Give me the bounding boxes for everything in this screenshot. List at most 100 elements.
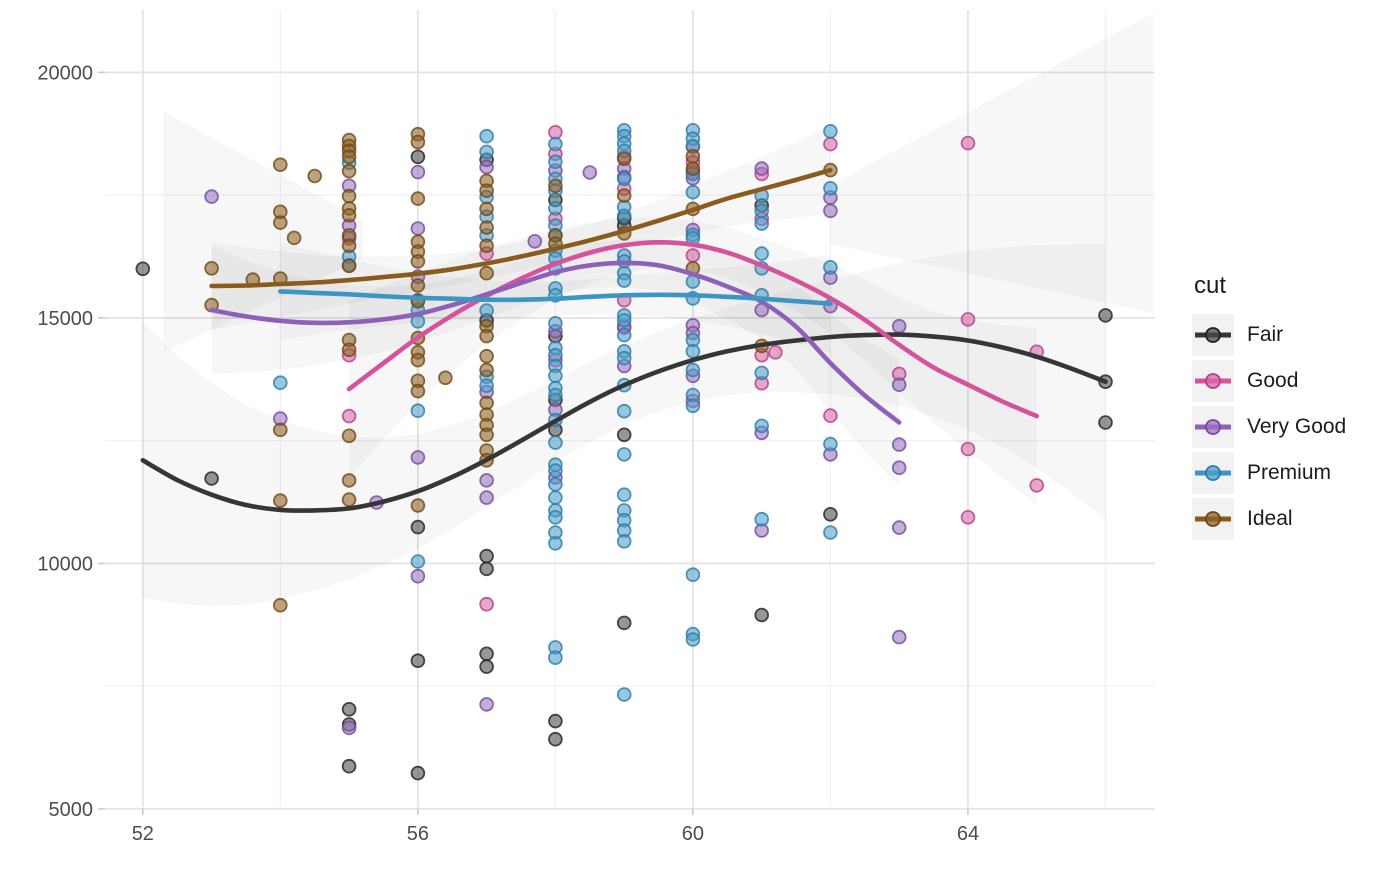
point xyxy=(341,473,357,488)
point xyxy=(548,650,563,665)
point xyxy=(823,124,838,139)
data-points xyxy=(135,123,1113,781)
point xyxy=(410,383,426,399)
smooth-lines xyxy=(140,167,1108,513)
point xyxy=(685,362,701,378)
point xyxy=(548,713,563,729)
point xyxy=(616,208,632,224)
point xyxy=(438,370,453,386)
point xyxy=(823,136,838,152)
point xyxy=(341,701,357,717)
point xyxy=(616,427,632,443)
point xyxy=(754,418,769,434)
legend-key-glyph xyxy=(1195,419,1231,435)
point xyxy=(616,403,632,419)
point xyxy=(616,487,632,503)
point xyxy=(616,151,632,167)
point xyxy=(527,234,543,249)
point xyxy=(823,203,838,219)
legend-entry-label: Ideal xyxy=(1247,507,1293,530)
legend-entry-label: Premium xyxy=(1247,461,1332,484)
point xyxy=(479,183,494,199)
point xyxy=(685,632,701,647)
point xyxy=(548,178,563,194)
point xyxy=(272,422,288,438)
point xyxy=(479,697,494,712)
point xyxy=(341,149,357,165)
point xyxy=(548,315,563,331)
point xyxy=(410,403,426,419)
point xyxy=(341,408,357,424)
legend-key-swatch xyxy=(1192,360,1234,402)
y-tick-label: 10000 xyxy=(37,553,93,575)
point xyxy=(823,181,838,196)
point xyxy=(341,188,357,204)
point xyxy=(479,378,494,394)
point xyxy=(479,144,494,160)
point xyxy=(410,450,426,465)
point xyxy=(754,216,769,231)
point xyxy=(272,375,288,391)
point xyxy=(754,161,769,176)
legend-entry-label: Very Good xyxy=(1247,415,1347,438)
smooth-line-ideal xyxy=(209,167,833,289)
point xyxy=(685,161,701,176)
smooth-line-premium xyxy=(278,289,833,306)
point xyxy=(1029,478,1044,493)
legend-key-glyph xyxy=(1195,327,1231,343)
y-tick-label: 15000 xyxy=(37,308,93,330)
legend-key-swatch xyxy=(1192,498,1234,540)
point xyxy=(960,312,976,327)
point xyxy=(548,125,563,140)
point xyxy=(479,427,494,443)
point xyxy=(548,154,563,170)
point xyxy=(891,318,907,334)
point xyxy=(479,265,494,281)
point xyxy=(410,653,426,668)
point xyxy=(479,328,494,344)
point xyxy=(548,490,563,505)
point xyxy=(548,201,563,216)
legend-key-dot xyxy=(1205,373,1221,389)
point xyxy=(479,646,494,662)
point xyxy=(479,548,494,564)
point xyxy=(685,567,701,582)
point xyxy=(768,344,783,360)
legend-entries: Fair Good Very Good Premium Ideal xyxy=(1192,312,1392,542)
point xyxy=(754,365,769,381)
points-premium xyxy=(272,123,838,702)
point xyxy=(410,134,426,150)
point xyxy=(341,758,357,774)
point xyxy=(341,342,357,358)
point xyxy=(685,248,701,263)
point xyxy=(823,525,838,540)
point xyxy=(685,149,701,164)
point xyxy=(410,254,426,269)
legend-entry-fair: Fair xyxy=(1192,312,1392,358)
point xyxy=(410,278,426,293)
point xyxy=(685,184,701,200)
x-tick-label: 64 xyxy=(957,823,979,845)
smooth-line-fair xyxy=(140,332,1108,513)
point xyxy=(891,629,907,645)
point xyxy=(479,303,494,318)
smooth-line-good xyxy=(346,239,1039,419)
legend-key-dot xyxy=(1205,327,1221,343)
legend-key-swatch xyxy=(1192,314,1234,356)
point xyxy=(341,428,357,444)
x-tick-label: 60 xyxy=(682,823,704,845)
legend-title: cut xyxy=(1194,272,1227,299)
point xyxy=(548,136,563,152)
point xyxy=(754,246,769,261)
x-tick-label: 56 xyxy=(407,823,429,845)
legend-entry-premium: Premium xyxy=(1192,450,1392,496)
point xyxy=(204,189,219,204)
point xyxy=(548,463,563,478)
legend-key-dot xyxy=(1205,465,1221,481)
point xyxy=(891,460,907,476)
point xyxy=(479,659,494,674)
point xyxy=(616,350,632,366)
point xyxy=(410,191,426,206)
point xyxy=(616,273,632,288)
